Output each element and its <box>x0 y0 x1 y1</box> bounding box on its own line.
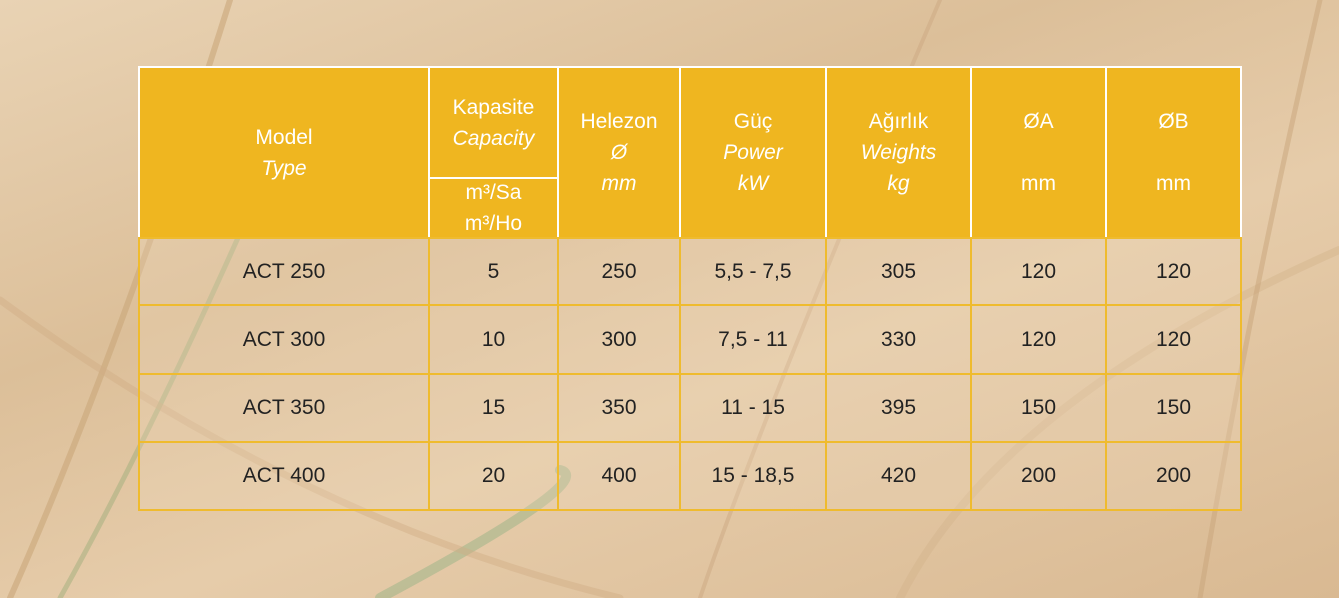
header-text: Kapasite <box>452 95 535 119</box>
table-cell: 120 <box>1105 237 1242 306</box>
table-cell: 15 <box>428 373 559 443</box>
table-cell: 305 <box>825 237 972 306</box>
header-text: mm <box>601 172 637 195</box>
header-text: ØA <box>1023 109 1054 133</box>
header-text: Type <box>261 156 307 180</box>
table-cell: 300 <box>557 304 681 375</box>
header-text: Weights <box>860 141 937 164</box>
table-cell: 120 <box>970 304 1107 375</box>
header-cell: Güç Power kW <box>679 66 827 239</box>
table-cell: 350 <box>557 373 681 443</box>
table-cell: 5,5 - 7,5 <box>679 237 827 306</box>
table-cell: 150 <box>1105 373 1242 443</box>
header-text: mm <box>1156 171 1191 195</box>
header-text: Ağırlık <box>868 110 929 133</box>
table-cell: 400 <box>557 441 681 511</box>
table-cell: 120 <box>1105 304 1242 375</box>
header-text: m³/Sa <box>465 181 522 204</box>
header-text: Helezon <box>580 110 658 133</box>
table-cell: 150 <box>970 373 1107 443</box>
header-text: kg <box>887 172 910 195</box>
table-cell: ACT 400 <box>138 441 430 511</box>
table-cell: 5 <box>428 237 559 306</box>
header-text: mm <box>1021 171 1056 195</box>
header-text: Güç <box>733 110 773 133</box>
table-cell: 395 <box>825 373 972 443</box>
header-text: kW <box>737 172 769 195</box>
header-text: Power <box>723 141 783 164</box>
table-cell: 200 <box>1105 441 1242 511</box>
table-cell: 250 <box>557 237 681 306</box>
table-cell: 20 <box>428 441 559 511</box>
table-cell: ACT 350 <box>138 373 430 443</box>
table-cell: ACT 300 <box>138 304 430 375</box>
table-cell: ACT 250 <box>138 237 430 306</box>
table-cell: 200 <box>970 441 1107 511</box>
table-cell: 11 - 15 <box>679 373 827 443</box>
header-text: Model <box>255 125 313 149</box>
header-cell: ØB mm <box>1105 66 1242 239</box>
header-cell: Model Type <box>138 66 430 239</box>
table-cell: 120 <box>970 237 1107 306</box>
header-text: m³/Ho <box>464 212 523 235</box>
header-cell: Kapasite Capacity <box>428 66 559 179</box>
header-text: Capacity <box>452 126 535 150</box>
header-unit-cell: m³/Sa m³/Ho <box>428 177 559 239</box>
table-cell: 7,5 - 11 <box>679 304 827 375</box>
header-text: ØB <box>1158 109 1189 133</box>
table-cell: 10 <box>428 304 559 375</box>
header-text: Ø <box>610 141 628 164</box>
header-cell: ØA mm <box>970 66 1107 239</box>
header-cell: Ağırlık Weights kg <box>825 66 972 239</box>
table-cell: 420 <box>825 441 972 511</box>
table-cell: 330 <box>825 304 972 375</box>
table-cell: 15 - 18,5 <box>679 441 827 511</box>
